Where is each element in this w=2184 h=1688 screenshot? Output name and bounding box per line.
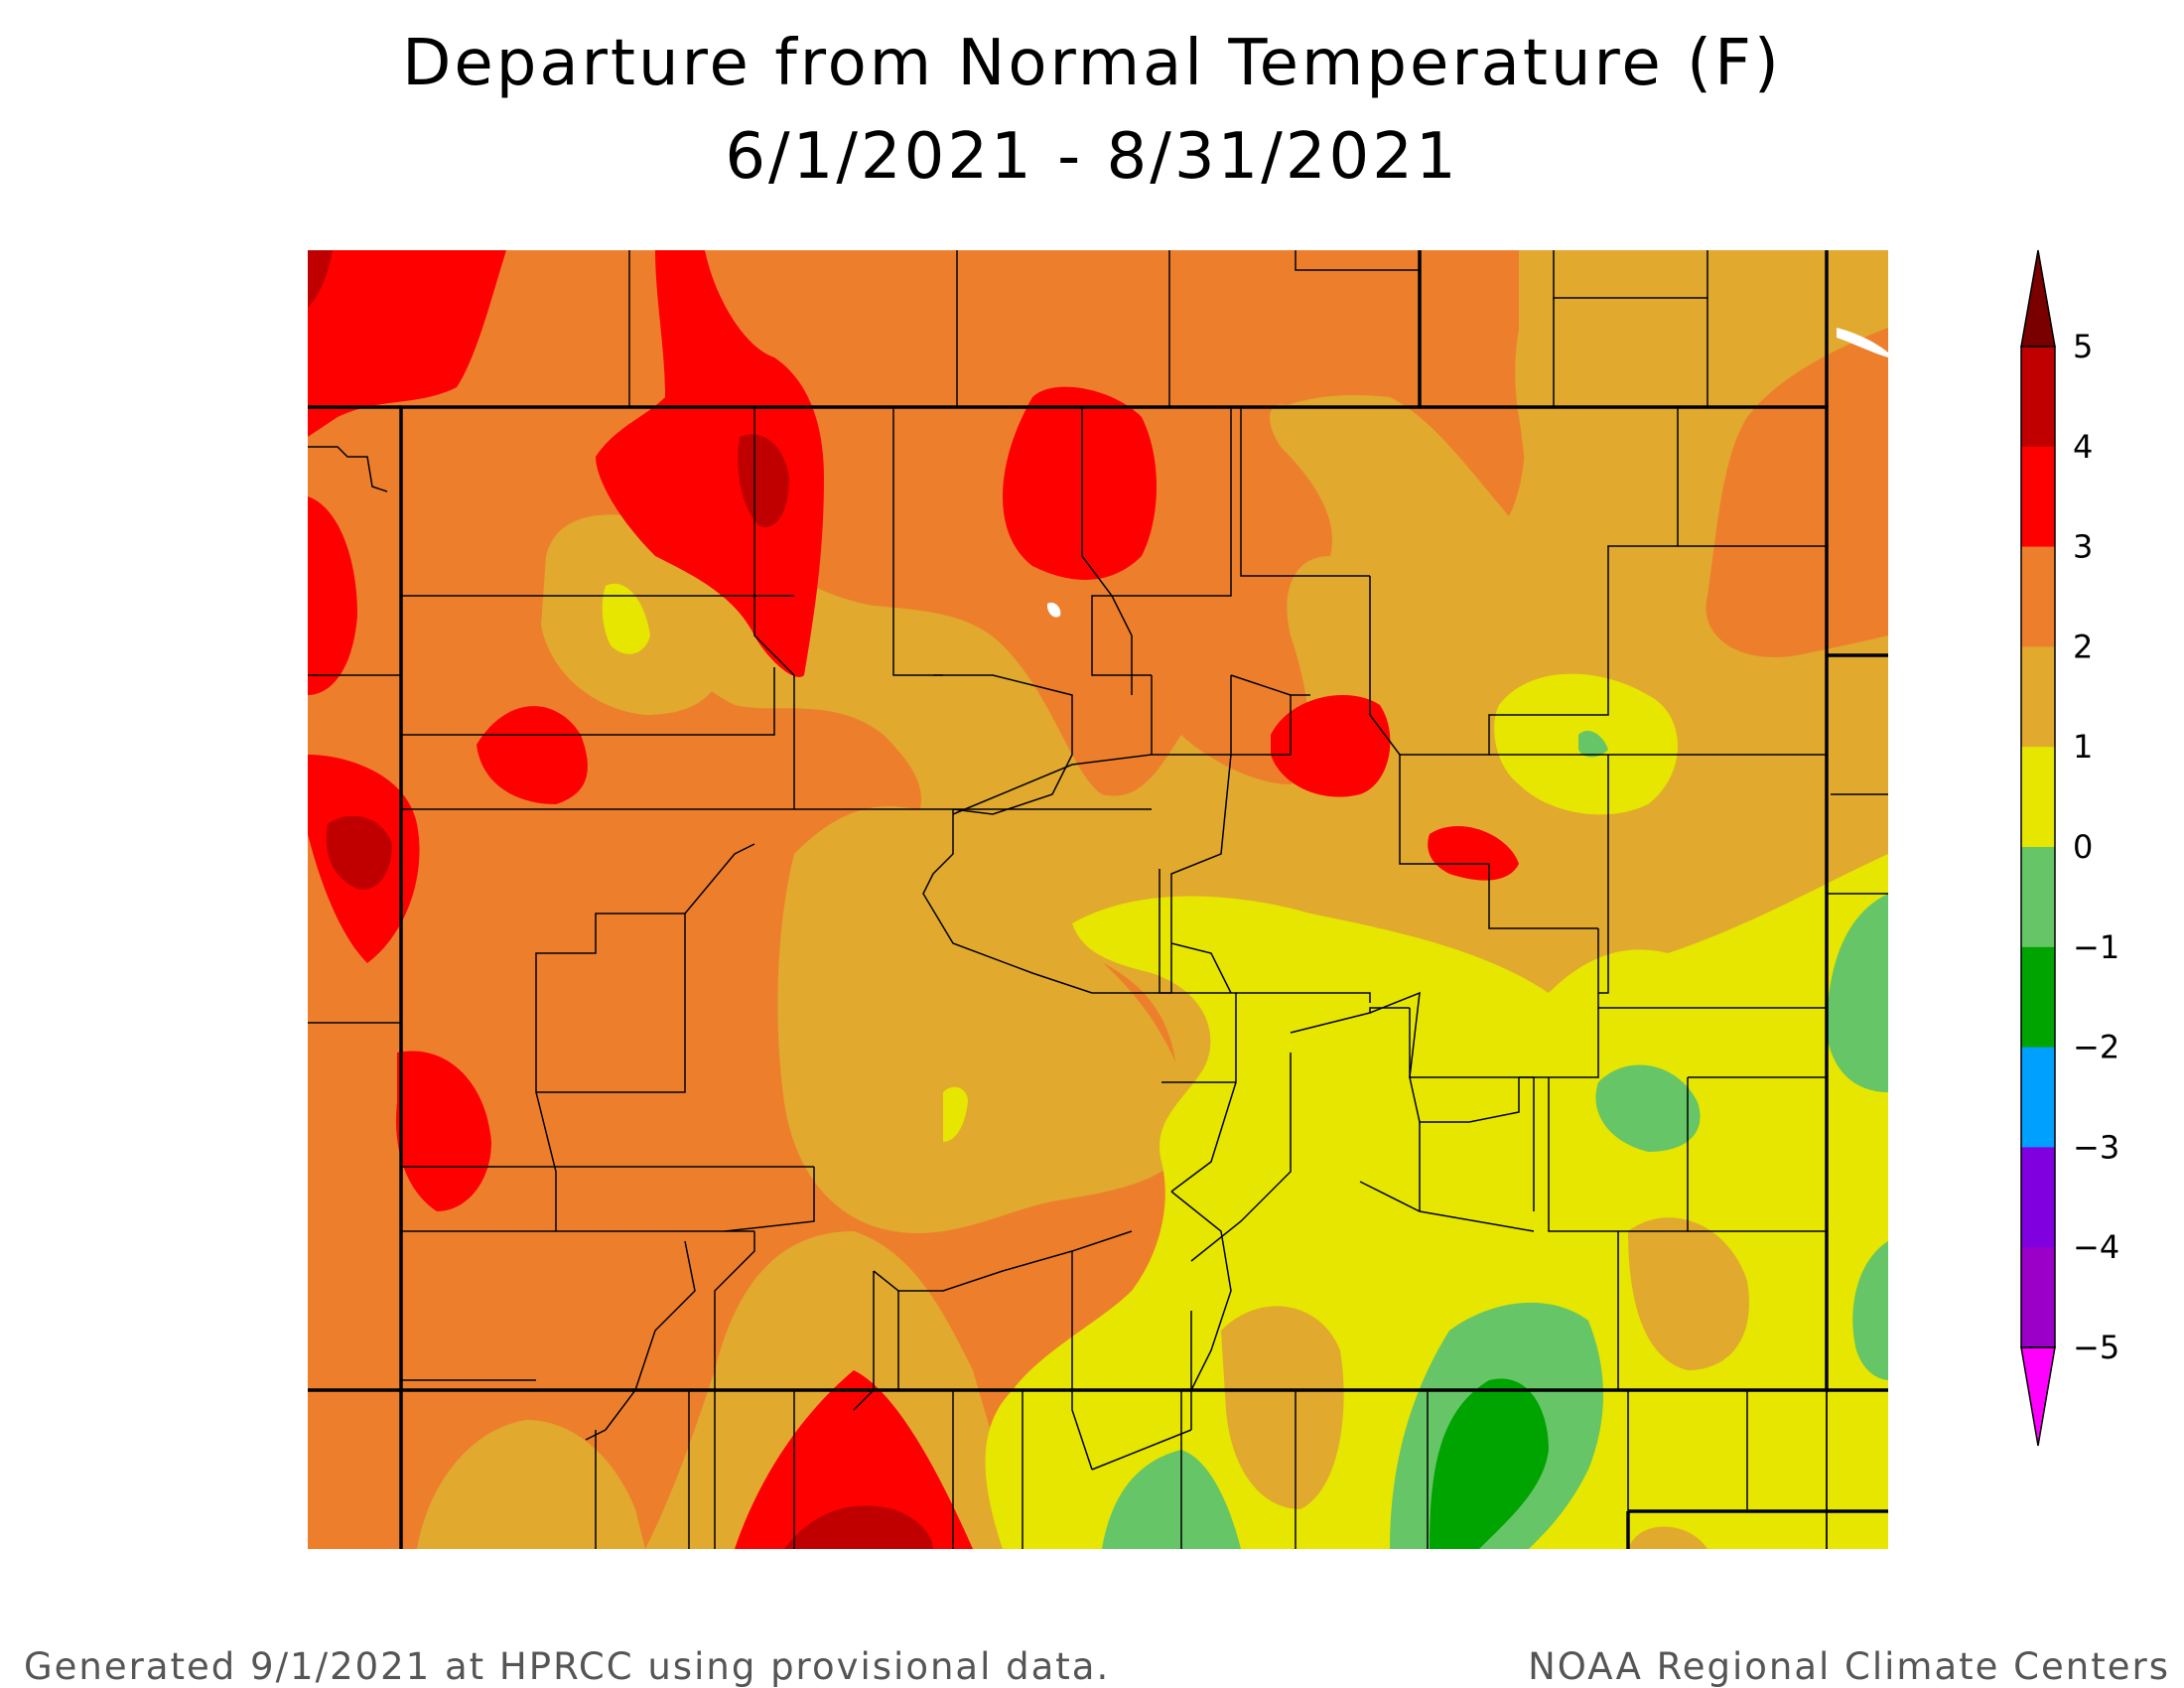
legend-bin [2021,1047,2055,1148]
contour-neg1-0-e2 [1852,1241,1888,1380]
contour-1-2-island-se [1628,1217,1749,1370]
contour-3-4-w3 [396,1051,491,1211]
legend-bin [2021,847,2055,948]
lake-ne [1837,328,1888,357]
color-legend: 5 4 3 2 1 0 −1 −2 −3 −4 −5 [2020,249,2119,1447]
map-contours [308,250,1888,1549]
contour-3-4-nw-upper [596,250,824,677]
legend-tick-label: −2 [2073,1029,2119,1066]
legend-bin [2021,946,2055,1049]
map-title: Departure from Normal Temperature (F) [402,27,1782,100]
contour-0-1-se [985,854,1888,1549]
legend-bin [2021,446,2055,548]
legend-bin [2021,747,2055,848]
legend-tick-label: 3 [2073,528,2093,566]
map-date-range: 6/1/2021 - 8/31/2021 [725,120,1459,194]
legend-bins [2021,347,2055,1348]
legend-bin [2021,546,2055,647]
legend-tick-label: 5 [2073,328,2093,365]
contour-4-5-s [784,1505,933,1549]
county-lines [308,250,1888,1549]
contour-3-4-ce2 [1428,825,1519,881]
legend-bin [2021,347,2055,448]
legend-tick-label: 1 [2073,728,2093,766]
legend-tick-label: −4 [2073,1228,2119,1266]
legend-arrow-under [2020,1346,2056,1447]
generation-note: Generated 9/1/2021 at HPRCC using provis… [24,1645,1111,1688]
contour-neg1-0-c [1595,1064,1701,1152]
contour-3-4-nc [1003,386,1157,580]
contour-4-5-ne-corner [308,250,333,308]
contour-3-4-ce [1271,695,1391,797]
legend-frame [2020,346,2056,1348]
legend-tick-label: 4 [2073,428,2093,466]
contour-3-4-w4 [477,706,588,804]
contour-1-2-north [1281,250,1578,591]
contour-neg1-0-e [1827,894,1888,1092]
contour-neg1-0-ne [1578,730,1608,758]
legend-bin [2021,1147,2055,1248]
legend-tick-label: −5 [2073,1329,2119,1366]
contour-4-5-nw [738,434,789,527]
legend-tick-label: 0 [2073,828,2093,866]
legend-arrow-over [2020,249,2056,348]
contour-4-5-w [326,815,392,890]
state-boundaries [308,250,1888,1549]
legend-tick-label: −3 [2073,1128,2119,1166]
contour-1-2-sw [417,1420,645,1549]
source-credit: NOAA Regional Climate Centers [1528,1645,2170,1688]
contour-neg1-0-sw [1102,1450,1241,1549]
legend-labels: 5 4 3 2 1 0 −1 −2 −3 −4 −5 [2073,328,2119,1366]
legend-tick-label: −1 [2073,928,2119,966]
lake-nc [1047,602,1061,618]
legend-bin [2021,646,2055,748]
contour-0-1-nw [602,583,650,654]
contour-1-2-center [777,806,1191,1234]
contour-neg2-neg1-s [1430,1378,1549,1549]
legend-tick-label: 2 [2073,628,2093,665]
contour-3-4-nw [308,250,506,437]
contour-3-4-w1 [308,496,357,695]
contour-1-2-island-se2 [1628,1526,1707,1549]
contour-0-1-c [943,1086,968,1142]
legend-bin [2021,1247,2055,1348]
contour-1-2-island-s [1221,1306,1344,1509]
